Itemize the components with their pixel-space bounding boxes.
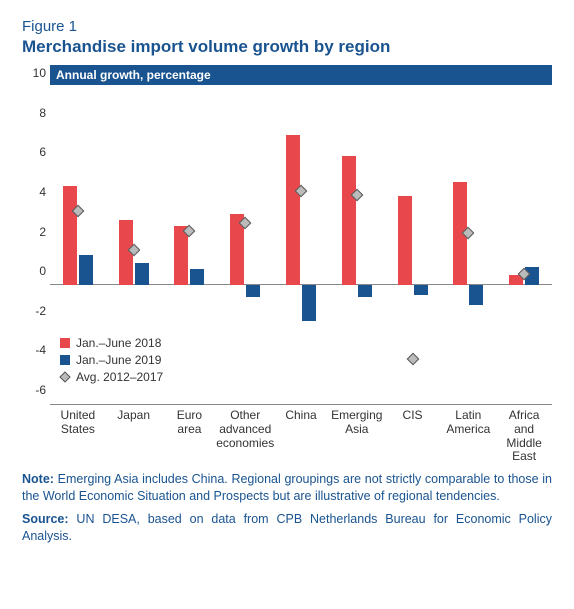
y-tick: -6 [26,383,46,397]
x-label: Emerging Asia [326,409,388,437]
x-label: CIS [382,409,444,423]
y-tick: -2 [26,304,46,318]
legend-label: Jan.–June 2018 [76,336,161,350]
bar [342,156,356,285]
bar [414,285,428,295]
bar [286,135,300,286]
legend-label: Avg. 2012–2017 [76,370,163,384]
bar [302,285,316,321]
chart: Annual growth, percentage -6-4-20246810 … [22,65,552,465]
legend-label: Jan.–June 2019 [76,353,161,367]
bar [398,196,412,285]
x-label: Other advanced economies [214,409,276,450]
x-label: China [270,409,332,423]
x-label: Africa and Middle East [493,409,555,464]
avg-marker [406,353,419,366]
source-text: UN DESA, based on data from CPB Netherla… [22,512,552,543]
bar [246,285,260,297]
legend: Jan.–June 2018 Jan.–June 2019 Avg. 2012–20… [60,334,163,386]
y-tick: 8 [26,106,46,120]
bar [63,186,77,285]
legend-item: Jan.–June 2018 [60,335,163,351]
bar [469,285,483,305]
chart-banner: Annual growth, percentage [50,65,552,85]
x-label: Euro area [159,409,221,437]
note-label: Note: [22,472,54,486]
y-tick: 0 [26,264,46,278]
x-label: United States [47,409,109,437]
bar [79,255,93,285]
bar [135,263,149,285]
y-tick: 10 [26,66,46,80]
y-tick: 2 [26,225,46,239]
bar [358,285,372,297]
bar [190,269,204,285]
y-tick: 4 [26,185,46,199]
source-label: Source: [22,512,69,526]
x-label: Japan [103,409,165,423]
legend-item: Jan.–June 2019 [60,352,163,368]
x-label: Latin America [437,409,499,437]
figure-title: Merchandise import volume growth by regi… [22,37,552,57]
figure-label: Figure 1 [22,18,552,35]
figure-source: Source: UN DESA, based on data from CPB … [22,511,552,545]
note-text: Emerging Asia includes China. Regional g… [22,472,552,503]
y-tick: -4 [26,343,46,357]
y-tick: 6 [26,145,46,159]
figure-note: Note: Emerging Asia includes China. Regi… [22,471,552,505]
legend-item: Avg. 2012–2017 [60,369,163,385]
